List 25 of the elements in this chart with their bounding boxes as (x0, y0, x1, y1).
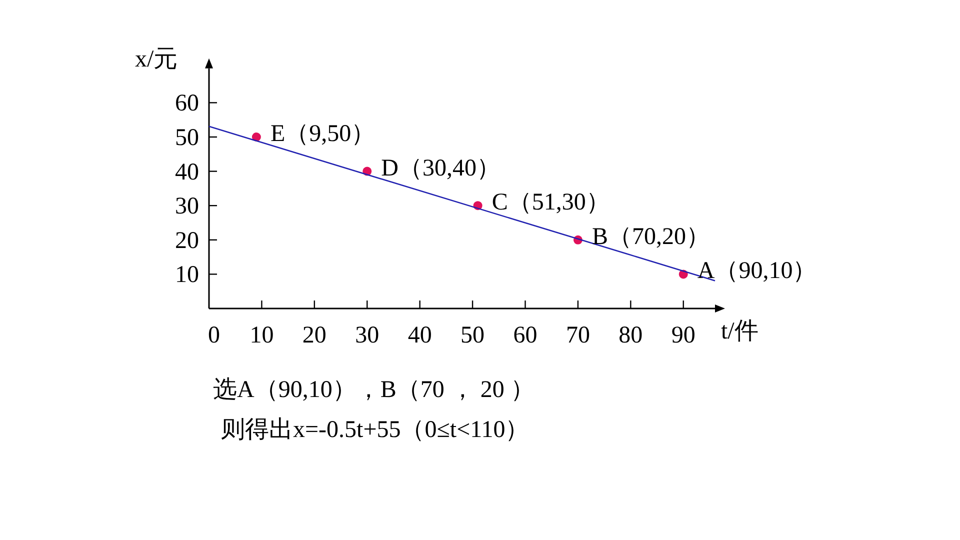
y-tick-label: 50 (175, 125, 199, 151)
y-tick-label: 60 (175, 90, 199, 117)
y-tick-label: 40 (175, 159, 199, 186)
x-tick-label: 20 (302, 322, 326, 348)
x-tick-label: 30 (355, 322, 380, 348)
annotation: C（51,30） (492, 190, 610, 216)
x-tick-label: 50 (460, 322, 485, 348)
annotation: D（30,40） (381, 155, 500, 182)
y-tick-label: 10 (175, 262, 199, 288)
x-axis-title: t/件 (721, 318, 758, 344)
annotation: E（9,50） (270, 121, 376, 147)
y-tick-label: 20 (175, 228, 199, 254)
x-tick-label: 80 (618, 322, 643, 348)
text: 选A（90,10），B（70 ， 20 ） (213, 377, 534, 403)
x-tick-label: 0 (208, 322, 220, 348)
x-tick-label: 60 (513, 322, 538, 348)
x-tick-label: 40 (408, 322, 432, 348)
y-tick-label: 30 (175, 194, 199, 220)
x-tick-label: 70 (566, 322, 590, 348)
x-tick-label: 90 (671, 322, 696, 348)
x-tick-label: 10 (250, 322, 274, 348)
annotation: B（70,20） (592, 224, 710, 250)
annotation: A（90,10） (697, 258, 817, 284)
y-axis-title: x/元 (135, 46, 178, 72)
text: 则得出x=-0.5t+55（0≤t<110） (221, 417, 530, 443)
